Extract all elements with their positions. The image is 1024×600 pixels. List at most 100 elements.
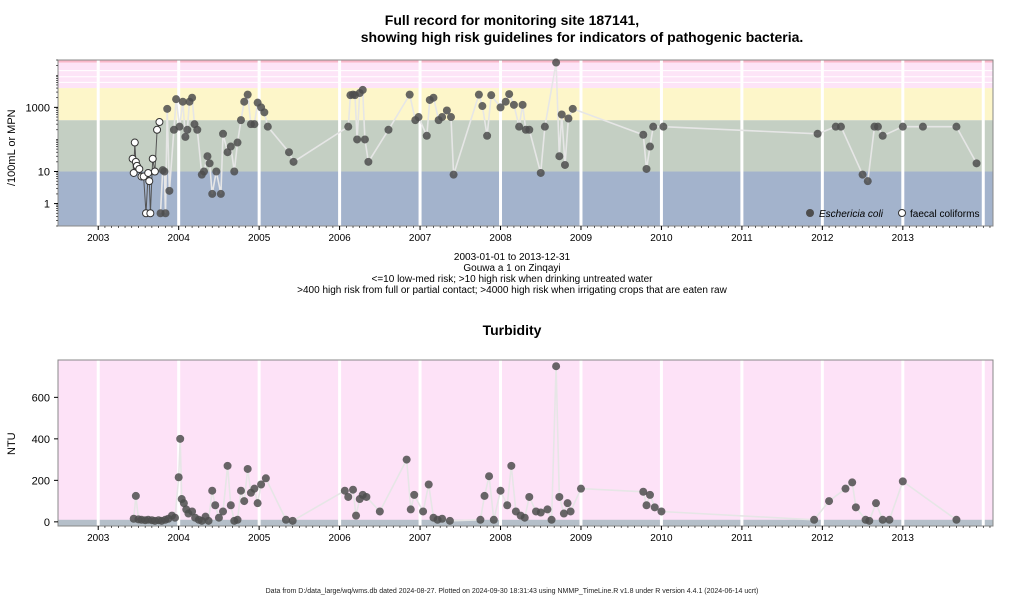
turbidity-plot: 2003 2004 2005 2006 2007 2008 2009 2010 2011 2012… <box>32 359 994 544</box>
data-point-turbidity <box>563 499 572 508</box>
data-point-e-coli <box>181 132 190 141</box>
data-point-turbidity <box>885 515 894 524</box>
data-point-e-coli <box>496 103 505 112</box>
data-point-turbidity <box>559 509 568 518</box>
data-point-e-coli <box>405 90 414 99</box>
legend: Eschericia coli faecal coliforms <box>806 209 979 220</box>
data-point-turbidity <box>288 516 297 525</box>
data-point-turbidity <box>349 485 358 494</box>
x-tick-label: 2013 <box>892 533 915 544</box>
data-point-turbidity <box>851 503 860 512</box>
data-point-turbidity <box>174 473 183 482</box>
data-point-turbidity <box>171 513 180 522</box>
risk-band-5 <box>58 60 993 63</box>
data-point-turbidity <box>445 516 454 525</box>
data-point-turbidity <box>257 480 266 489</box>
data-point-faecal-coliforms <box>153 125 162 134</box>
data-point-e-coli <box>250 120 259 129</box>
subnote-site: Gouwa a 1 on Zinqayi <box>463 263 561 274</box>
data-point-turbidity <box>555 492 564 501</box>
data-point-e-coli <box>160 167 169 176</box>
x-tick-label: 2011 <box>731 233 753 244</box>
data-point-e-coli <box>219 129 228 138</box>
data-point-e-coli <box>509 100 518 109</box>
data-point-turbidity <box>878 515 887 524</box>
data-point-e-coli <box>878 131 887 140</box>
x-tick-label: 2003 <box>87 233 110 244</box>
data-point-turbidity <box>214 513 223 522</box>
data-point-turbidity <box>261 474 270 483</box>
data-point-e-coli <box>422 131 431 140</box>
data-point-e-coli <box>353 135 362 144</box>
data-point-e-coli <box>449 170 458 179</box>
plot-frame <box>57 59 994 227</box>
data-point-turbidity <box>176 434 185 443</box>
data-point-turbidity <box>825 497 834 506</box>
x-tick-label: 2010 <box>650 233 673 244</box>
title-line-1: Full record for monitoring site 187141, <box>384 12 640 28</box>
data-point-e-coli <box>358 85 367 94</box>
title-line-2: showing high risk guidelines for indicat… <box>360 29 804 45</box>
x-tick-label: 2012 <box>811 233 834 244</box>
chart-title: Full record for monitoring site 187141, … <box>0 12 1024 46</box>
data-point-e-coli <box>344 122 353 131</box>
data-point-e-coli <box>515 122 524 131</box>
data-point-turbidity <box>536 508 545 517</box>
data-point-turbidity <box>410 490 419 499</box>
data-point-e-coli <box>863 177 872 186</box>
data-point-e-coli <box>898 122 907 131</box>
x-tick-label: 2007 <box>409 233 432 244</box>
data-point-turbidity <box>485 472 494 481</box>
data-point-turbidity <box>503 501 512 510</box>
data-point-e-coli <box>163 104 172 113</box>
data-point-e-coli <box>243 90 252 99</box>
data-point-turbidity <box>362 492 371 501</box>
x-tick-label: 2004 <box>168 233 191 244</box>
x-tick-label: 2006 <box>328 233 351 244</box>
data-point-turbidity <box>489 515 498 524</box>
legend-marker-faecal-coliforms <box>898 209 906 217</box>
data-point-turbidity <box>645 490 654 499</box>
data-point-faecal-coliforms <box>135 164 144 173</box>
data-point-e-coli <box>183 125 192 134</box>
data-point-e-coli <box>564 114 573 123</box>
legend-label-faecal-coliforms: faecal coliforms <box>910 209 979 220</box>
data-point-e-coli <box>203 152 212 161</box>
data-point-turbidity <box>566 507 575 516</box>
y-tick-label: 0 <box>44 517 50 529</box>
data-point-e-coli <box>552 58 561 67</box>
data-point-e-coli <box>289 157 298 166</box>
data-point-turbidity <box>204 516 213 525</box>
data-point-faecal-coliforms <box>150 167 159 176</box>
data-point-turbidity <box>547 515 556 524</box>
data-point-e-coli <box>429 93 438 102</box>
data-point-turbidity <box>810 515 819 524</box>
data-point-turbidity <box>375 507 384 516</box>
data-point-turbidity <box>898 477 907 486</box>
data-point-e-coli <box>233 138 242 147</box>
data-point-e-coli <box>501 97 510 106</box>
subnote-risk-contact: >400 high risk from full or partial cont… <box>297 285 727 296</box>
data-point-e-coli <box>161 209 170 218</box>
data-point-e-coli <box>205 159 214 168</box>
data-point-e-coli <box>642 164 651 173</box>
data-point-e-coli <box>813 129 822 138</box>
data-point-e-coli <box>525 125 534 134</box>
data-point-e-coli <box>560 160 569 169</box>
x-tick-label: 2011 <box>731 533 753 544</box>
data-point-e-coli <box>873 122 882 131</box>
data-point-turbidity <box>131 491 140 500</box>
data-point-faecal-coliforms <box>155 117 164 126</box>
data-point-e-coli <box>952 122 961 131</box>
data-point-turbidity <box>639 487 648 496</box>
x-tick-label: 2008 <box>489 533 512 544</box>
data-point-e-coli <box>175 122 184 131</box>
data-point-turbidity <box>642 501 651 510</box>
data-point-turbidity <box>871 499 880 508</box>
data-point-e-coli <box>649 122 658 131</box>
data-point-e-coli <box>540 122 549 131</box>
data-point-e-coli <box>478 102 487 111</box>
data-point-turbidity <box>543 505 552 514</box>
y-tick-label: 1 <box>44 199 50 211</box>
data-point-e-coli <box>208 189 217 198</box>
